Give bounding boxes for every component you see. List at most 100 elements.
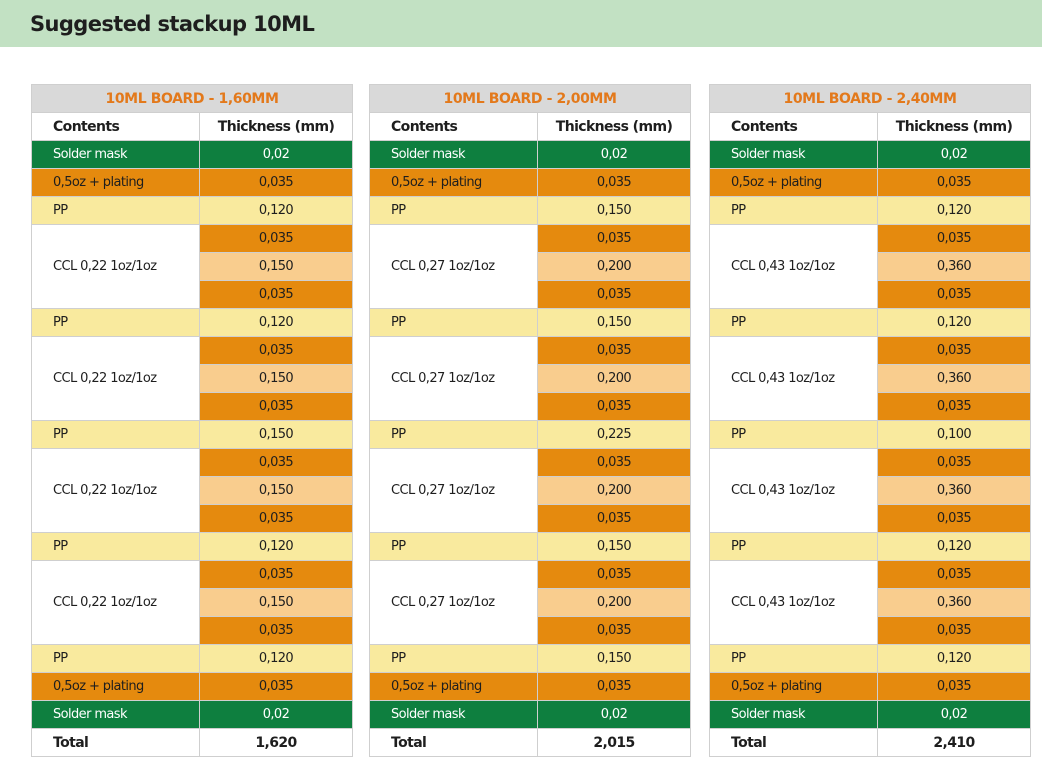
total-value: 2,015 (537, 728, 691, 757)
column-header-contents: Contents (709, 112, 878, 141)
layer-row: CCL 0,27 1oz/1oz 0,035 (369, 448, 691, 533)
layer-label: CCL 0,27 1oz/1oz (369, 336, 538, 421)
layer-label: PP (31, 532, 200, 561)
layer-thickness: 0,035 (877, 616, 1031, 645)
layer-label: 0,5oz + plating (709, 168, 878, 197)
layer-thickness: 0,120 (877, 532, 1031, 561)
layer-label: PP (369, 644, 538, 673)
layer-row: CCL 0,22 1oz/1oz 0,035 (31, 560, 353, 645)
layer-label: 0,5oz + plating (31, 672, 200, 701)
layer-thickness: 0,225 (537, 420, 691, 449)
layer-row: PP 0,120 (31, 532, 353, 561)
layer-row: Solder mask 0,02 (31, 140, 353, 169)
column-header-row: Contents Thickness (mm) (709, 112, 1031, 141)
layer-thickness: 0,035 (199, 392, 353, 421)
layer-label: PP (31, 644, 200, 673)
layer-row: 0,5oz + plating 0,035 (31, 168, 353, 197)
layer-row: PP 0,150 (369, 308, 691, 337)
layer-thickness: 0,035 (877, 672, 1031, 701)
layer-thickness: 0,150 (537, 308, 691, 337)
layer-row: 0,5oz + plating 0,035 (369, 672, 691, 701)
layer-label: 0,5oz + plating (31, 168, 200, 197)
layer-label: CCL 0,22 1oz/1oz (31, 336, 200, 421)
layer-row: 0,200 (370, 364, 691, 393)
layer-label: PP (709, 532, 878, 561)
layer-row: 0,150 (32, 476, 353, 505)
layer-row: 0,5oz + plating 0,035 (709, 672, 1031, 701)
layer-thickness: 0,035 (877, 280, 1031, 309)
layer-thickness: 0,360 (877, 476, 1031, 505)
board-title: 10ML BOARD - 2,40MM (709, 84, 1031, 113)
layer-thickness: 0,035 (199, 224, 353, 253)
layer-label: PP (709, 308, 878, 337)
layer-thickness: 0,035 (537, 168, 691, 197)
layer-thickness: 0,02 (537, 700, 691, 729)
total-value: 2,410 (877, 728, 1031, 757)
layer-row: CCL 0,22 1oz/1oz 0,035 (31, 336, 353, 421)
total-label: Total (709, 728, 878, 757)
layer-label: PP (709, 644, 878, 673)
layer-row: 0,035 (370, 504, 691, 533)
layer-label: CCL 0,43 1oz/1oz (709, 560, 878, 645)
layer-label: PP (709, 420, 878, 449)
total-value: 1,620 (199, 728, 353, 757)
layer-row: 0,150 (32, 252, 353, 281)
layer-label: PP (709, 196, 878, 225)
total-row: Total 2,410 (709, 728, 1031, 757)
board-title-row: 10ML BOARD - 2,40MM (709, 84, 1031, 113)
layer-thickness: 0,035 (199, 168, 353, 197)
column-header-row: Contents Thickness (mm) (369, 112, 691, 141)
layer-thickness: 0,035 (877, 448, 1031, 477)
layer-thickness: 0,035 (199, 280, 353, 309)
layer-label: 0,5oz + plating (369, 168, 538, 197)
layer-row: CCL 0,27 1oz/1oz 0,035 (369, 224, 691, 309)
layer-row: Solder mask 0,02 (709, 700, 1031, 729)
layer-label: CCL 0,43 1oz/1oz (709, 336, 878, 421)
layer-row: PP 0,100 (709, 420, 1031, 449)
layer-row: PP 0,120 (709, 196, 1031, 225)
layer-thickness: 0,200 (537, 476, 691, 505)
layer-label: CCL 0,22 1oz/1oz (31, 448, 200, 533)
layer-thickness: 0,035 (537, 336, 691, 365)
layer-row: 0,035 (710, 280, 1031, 309)
layer-row: Solder mask 0,02 (709, 140, 1031, 169)
layer-thickness: 0,035 (877, 224, 1031, 253)
layer-label: PP (31, 196, 200, 225)
layer-label: 0,5oz + plating (369, 672, 538, 701)
layer-label: PP (369, 196, 538, 225)
layer-label: Solder mask (369, 140, 538, 169)
layer-label: CCL 0,43 1oz/1oz (709, 224, 878, 309)
layer-thickness: 0,035 (877, 336, 1031, 365)
layer-thickness: 0,360 (877, 252, 1031, 281)
layer-row: 0,5oz + plating 0,035 (369, 168, 691, 197)
layer-thickness: 0,035 (537, 616, 691, 645)
layer-row: CCL 0,43 1oz/1oz 0,035 (709, 336, 1031, 421)
layer-thickness: 0,150 (537, 196, 691, 225)
stackup-table-2-00mm: 10ML BOARD - 2,00MM Contents Thickness (mm… (369, 84, 691, 757)
layer-row: PP 0,150 (369, 644, 691, 673)
layer-thickness: 0,035 (537, 672, 691, 701)
layer-thickness: 0,02 (877, 140, 1031, 169)
layer-thickness: 0,360 (877, 364, 1031, 393)
layer-thickness: 0,120 (199, 196, 353, 225)
layer-row: Solder mask 0,02 (369, 700, 691, 729)
layer-row: PP 0,150 (369, 196, 691, 225)
layer-row: 0,035 (710, 504, 1031, 533)
column-header-contents: Contents (31, 112, 200, 141)
column-header-row: Contents Thickness (mm) (31, 112, 353, 141)
layer-thickness: 0,035 (877, 168, 1031, 197)
layer-row: 0,035 (32, 392, 353, 421)
layer-thickness: 0,02 (199, 700, 353, 729)
layer-row: 0,200 (370, 252, 691, 281)
total-row: Total 1,620 (31, 728, 353, 757)
column-header-thickness: Thickness (mm) (877, 112, 1031, 141)
board-title-row: 10ML BOARD - 2,00MM (369, 84, 691, 113)
layer-row: PP 0,225 (369, 420, 691, 449)
layer-thickness: 0,035 (199, 672, 353, 701)
layer-row: CCL 0,27 1oz/1oz 0,035 (369, 336, 691, 421)
layer-thickness: 0,035 (199, 616, 353, 645)
layer-thickness: 0,100 (877, 420, 1031, 449)
layer-label: Solder mask (369, 700, 538, 729)
layer-row: 0,360 (710, 364, 1031, 393)
layer-thickness: 0,035 (199, 448, 353, 477)
